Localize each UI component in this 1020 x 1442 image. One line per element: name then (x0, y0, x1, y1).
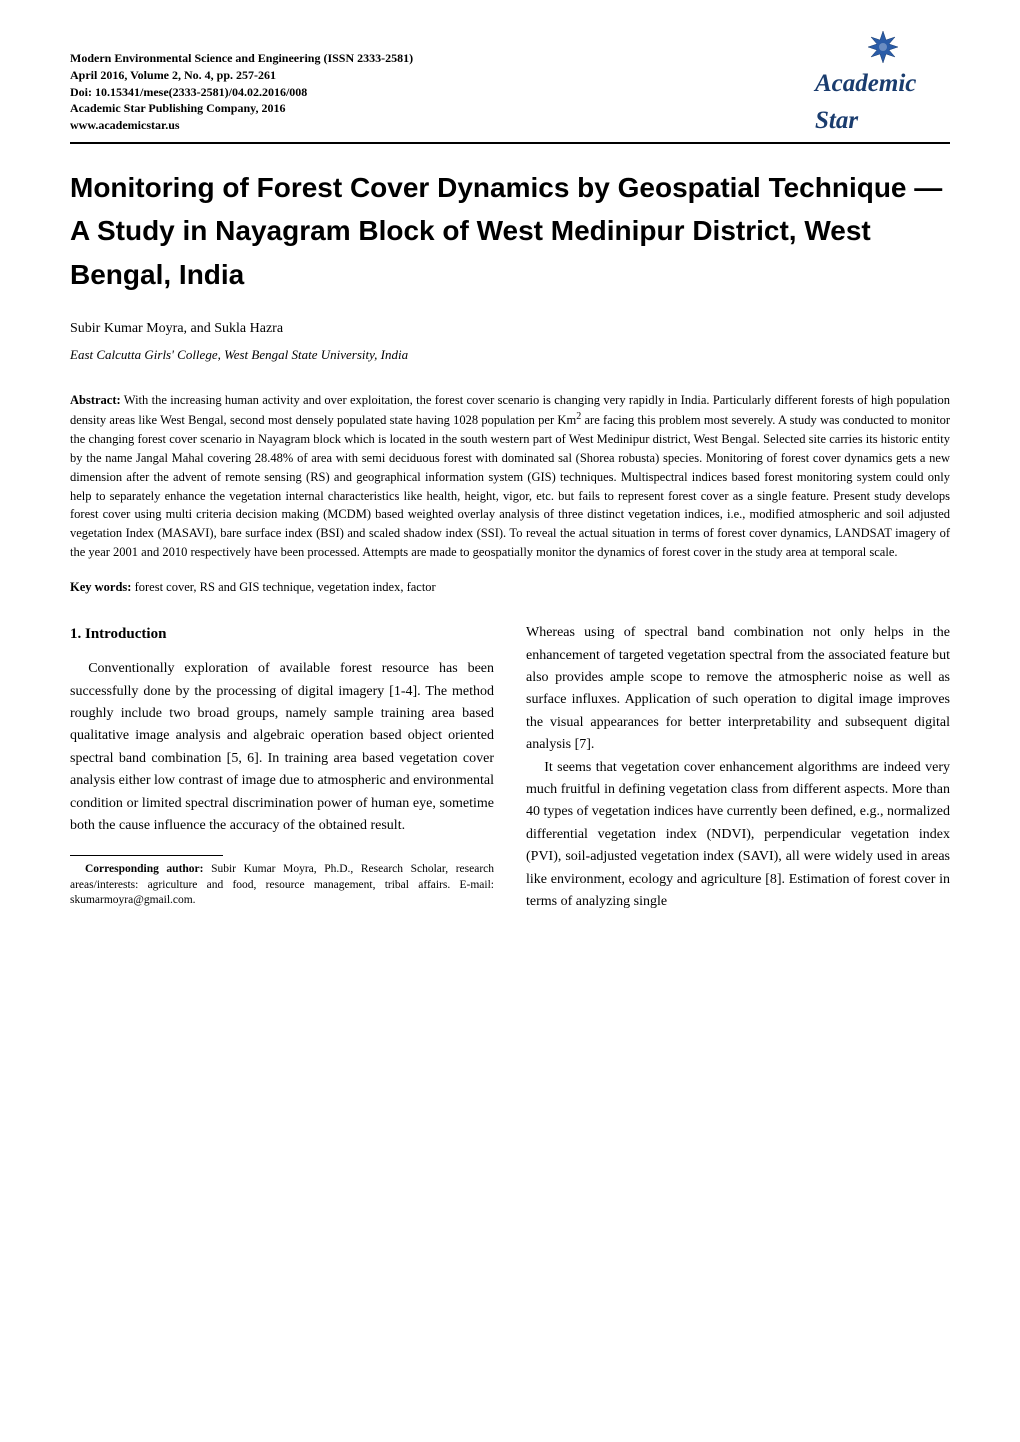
keywords-text: forest cover, RS and GIS technique, vege… (131, 580, 435, 594)
keywords-label: Key words: (70, 580, 131, 594)
journal-issue: April 2016, Volume 2, No. 4, pp. 257-261 (70, 67, 413, 84)
abstract-label: Abstract: (70, 393, 121, 407)
publisher-logo: Academic Star (815, 50, 950, 118)
journal-url: www.academicstar.us (70, 117, 413, 134)
intro-para-3: It seems that vegetation cover enhanceme… (526, 757, 950, 914)
left-column: 1. Introduction Conventionally explorati… (70, 622, 494, 913)
abstract-text-2: are facing this problem most severely. A… (70, 414, 950, 559)
journal-doi: Doi: 10.15341/mese(2333-2581)/04.02.2016… (70, 84, 413, 101)
footnote-separator (70, 855, 223, 856)
body-columns: 1. Introduction Conventionally explorati… (70, 622, 950, 913)
intro-para-1: Conventionally exploration of available … (70, 658, 494, 837)
intro-para-2: Whereas using of spectral band combinati… (526, 622, 950, 756)
journal-header: Modern Environmental Science and Enginee… (70, 50, 950, 144)
journal-meta: Modern Environmental Science and Enginee… (70, 50, 413, 134)
abstract: Abstract: With the increasing human acti… (70, 391, 950, 562)
publisher-logo-text: Academic Star (815, 65, 950, 140)
right-column: Whereas using of spectral band combinati… (526, 622, 950, 913)
corresponding-author-footnote: Corresponding author: Subir Kumar Moyra,… (70, 862, 494, 909)
journal-publisher: Academic Star Publishing Company, 2016 (70, 100, 413, 117)
authors: Subir Kumar Moyra, and Sukla Hazra (70, 318, 950, 339)
footnote-label: Corresponding author: (85, 863, 204, 875)
keywords: Key words: forest cover, RS and GIS tech… (70, 578, 950, 597)
affiliation: East Calcutta Girls' College, West Benga… (70, 345, 950, 365)
section-heading-intro: 1. Introduction (70, 622, 494, 646)
article-title: Monitoring of Forest Cover Dynamics by G… (70, 166, 950, 296)
star-icon (862, 29, 904, 71)
journal-name: Modern Environmental Science and Enginee… (70, 50, 413, 67)
